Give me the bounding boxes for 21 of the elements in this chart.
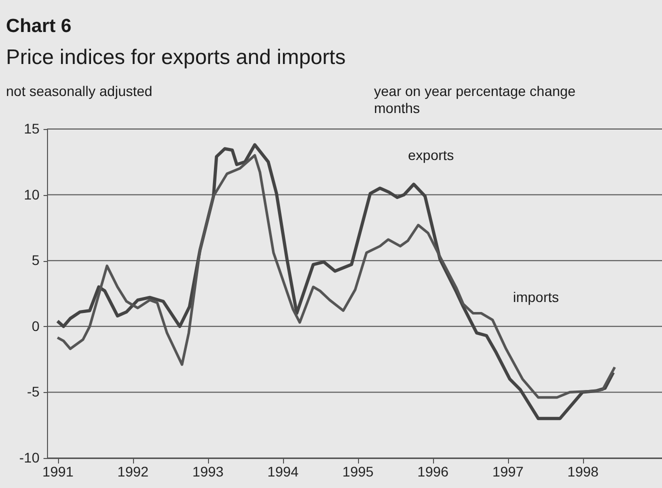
x-tick-label: 1993 — [192, 464, 224, 480]
x-tick-label: 1992 — [117, 464, 149, 480]
x-tick-label: 1998 — [567, 464, 599, 480]
y-tick-label: 15 — [24, 120, 40, 136]
text: not seasonally adjusted — [6, 83, 152, 99]
y-tick-label: -10 — [19, 450, 40, 466]
chart-title: Chart 6 — [6, 16, 72, 37]
annotation: exports — [408, 147, 454, 163]
x-tick-label: 1997 — [492, 464, 524, 480]
y-tick-label: -5 — [27, 384, 40, 400]
text: months — [374, 100, 420, 116]
x-tick-label: 1994 — [267, 464, 299, 480]
chart-subtitle: Price indices for exports and imports — [6, 46, 346, 69]
x-tick-label: 1991 — [42, 464, 74, 480]
y-tick-label: 5 — [32, 252, 40, 268]
y-tick-label: 0 — [32, 318, 40, 334]
x-tick-label: 1995 — [342, 464, 374, 480]
x-tick-label: 1996 — [417, 464, 449, 480]
text: year on year percentage change — [374, 83, 576, 99]
y-tick-label: 10 — [24, 186, 40, 202]
annotation: imports — [513, 289, 559, 305]
